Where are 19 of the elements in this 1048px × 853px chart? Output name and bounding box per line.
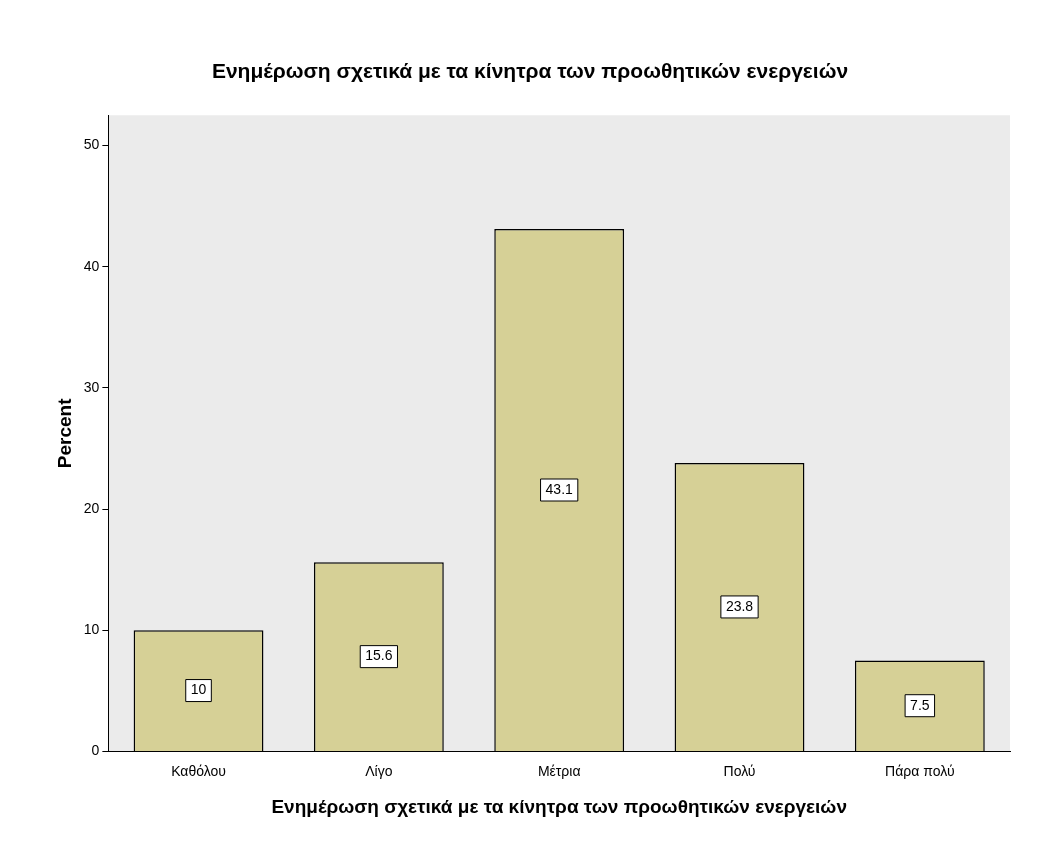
chart-title: Ενημέρωση σχετικά με τα κίνητρα των προωθητικών ενεργειών — [211, 59, 849, 83]
x-tick-label: Πάρα πολύ — [885, 762, 955, 779]
data-label: 7.5 — [910, 696, 930, 713]
y-axis-title: Percent — [53, 397, 75, 469]
y-tick-label: 30 — [83, 378, 100, 395]
y-tick-label: 20 — [83, 499, 100, 516]
y-tick-label: 50 — [83, 136, 100, 153]
x-tick-label: Καθόλου — [171, 762, 226, 779]
data-label: 10 — [190, 681, 207, 698]
y-tick-label: 40 — [83, 257, 100, 274]
x-axis-title: Ενημέρωση σχετικά με τα κίνητρα των προωθητικών ενεργειών — [271, 795, 847, 817]
y-tick-label: 0 — [91, 742, 100, 759]
x-tick-label: Μέτρια — [537, 762, 581, 779]
x-tick-label: Πολύ — [723, 762, 756, 779]
y-tick-label: 10 — [83, 621, 100, 638]
x-tick-label: Λίγο — [365, 762, 393, 779]
data-label: 43.1 — [545, 480, 574, 497]
data-label: 23.8 — [725, 597, 754, 614]
data-label: 15.6 — [365, 647, 393, 664]
